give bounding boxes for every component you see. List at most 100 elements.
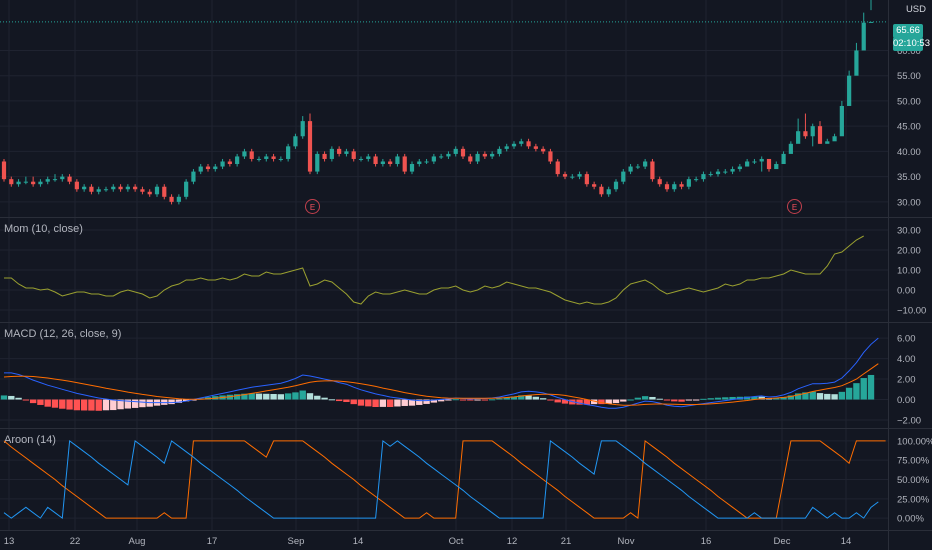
macd-histogram-bar (445, 399, 452, 401)
macd-histogram-bar (343, 399, 350, 402)
macd-histogram-bar (627, 399, 634, 401)
candle-body (388, 161, 393, 165)
earnings-marker[interactable]: E (305, 199, 320, 214)
macd-histogram-bar (423, 399, 430, 404)
earnings-marker[interactable]: E (787, 199, 802, 214)
macd-histogram-bar (729, 396, 736, 400)
candle-body (839, 105, 844, 137)
x-tick-label: Nov (618, 536, 635, 547)
candle-body (548, 151, 553, 162)
macd-histogram-bar (620, 399, 627, 402)
candle-body (715, 171, 721, 175)
macd-histogram-bar (29, 399, 37, 404)
candle-body (67, 176, 72, 182)
candle-body (555, 161, 560, 175)
candle-body (694, 179, 699, 181)
macd-histogram-bar (372, 399, 379, 408)
macd-histogram-bar (802, 392, 809, 400)
macd-histogram-bar (787, 395, 795, 400)
macd-histogram-bar (845, 387, 853, 400)
macd-histogram-bar (663, 399, 671, 401)
macd-histogram-bar (685, 399, 693, 401)
macd-histogram-bar (80, 399, 88, 411)
macd-histogram-bar (263, 393, 270, 400)
x-tick-label: 16 (701, 536, 712, 547)
macd-histogram-bar (88, 399, 95, 411)
macd-histogram-bar (394, 399, 401, 407)
candle-body (628, 166, 633, 172)
candle-body (300, 121, 305, 137)
macd-histogram-bar (241, 393, 248, 400)
macd-histogram-bar (634, 397, 642, 400)
macd-histogram-bar (408, 399, 416, 406)
candle-body (249, 151, 254, 159)
macd-histogram-bar (335, 399, 343, 402)
macd-histogram-bar (722, 397, 729, 400)
macd-histogram-bar (350, 399, 357, 405)
macd-histogram-bar (306, 393, 314, 400)
macd-histogram-bar (605, 399, 612, 404)
x-tick-label: 13 (4, 536, 15, 547)
candle-body (31, 181, 36, 185)
macd-histogram-bar (525, 395, 532, 400)
candle-body (511, 143, 517, 147)
candle-body (686, 179, 691, 187)
macd-histogram-bar (583, 399, 591, 405)
candle-body (752, 161, 757, 163)
candle-body (810, 126, 815, 137)
candle-body (424, 161, 429, 163)
candle-body (271, 156, 276, 159)
macd-histogram-bar (809, 391, 816, 400)
y-tick-label: −2.00 (897, 416, 921, 427)
candle-body (169, 196, 174, 202)
candle-body (679, 184, 684, 187)
candle-body (264, 156, 269, 159)
macd-histogram-bar (131, 399, 139, 408)
candle-body (74, 181, 79, 190)
macd-histogram-bar (168, 399, 175, 405)
candle-body (89, 186, 94, 192)
pane-title: Mom (10, close) (4, 223, 83, 235)
y-tick-label: 0.00 (897, 286, 916, 297)
candle-body (788, 143, 793, 154)
macd-histogram-bar (707, 398, 714, 400)
candle-body (439, 156, 444, 158)
x-tick-label: 21 (561, 536, 572, 547)
candle-body (220, 161, 225, 167)
candle-body (1, 161, 7, 180)
candle-body (504, 146, 509, 149)
y-tick-label: 30.00 (897, 226, 921, 237)
y-tick-label: 30.00 (897, 197, 921, 208)
macd-histogram-bar (416, 399, 423, 405)
candle-body (358, 158, 364, 160)
x-tick-label: Dec (774, 536, 791, 547)
candle-body (664, 184, 670, 190)
last-price-badge: 65.66 (893, 24, 923, 38)
candle-body (635, 166, 640, 168)
macd-histogram-bar (576, 399, 583, 405)
macd-histogram-bar (656, 398, 663, 400)
y-tick-label: −10.00 (897, 306, 926, 317)
candle-body (599, 186, 604, 195)
countdown-badge: 02:10:53 (893, 37, 930, 51)
momentum-line (4, 235, 864, 305)
macd-histogram-bar (51, 399, 59, 408)
macd-histogram-bar (467, 399, 474, 401)
candle-body (154, 186, 160, 195)
candle-body (227, 161, 232, 165)
macd-histogram-bar (612, 399, 620, 404)
candle-body (213, 166, 218, 170)
candle-body (380, 161, 385, 165)
candle-body (198, 166, 203, 172)
candle-body (184, 181, 189, 197)
candle-body (278, 158, 283, 160)
macd-histogram-bar (539, 398, 547, 400)
currency-label: USD (905, 4, 926, 15)
candle-body (766, 158, 772, 170)
macd-histogram-bar (124, 399, 132, 409)
aroon-up-line (3, 439, 886, 520)
macd-histogram-bar (532, 396, 540, 400)
macd-histogram-bar (838, 391, 846, 400)
candle-body (825, 141, 830, 144)
